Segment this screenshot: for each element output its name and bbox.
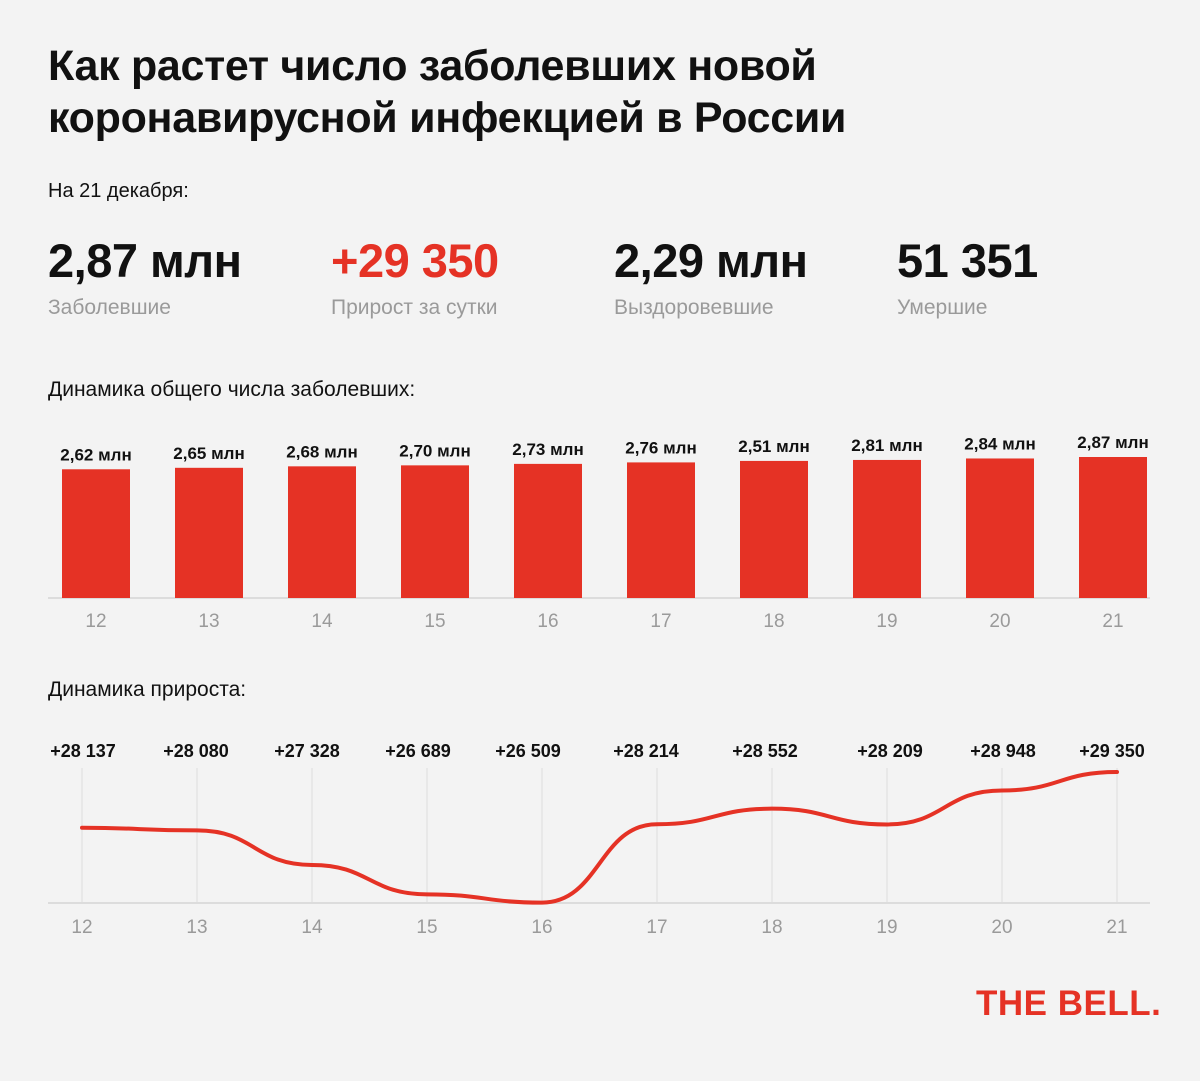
bar-value-label: 2,84 млн <box>964 434 1035 453</box>
stat-label: Заболевшие <box>48 296 171 319</box>
bar <box>514 463 582 598</box>
bar <box>401 465 469 598</box>
stat-daily-increase: +29 350 Прирост за сутки <box>331 232 499 320</box>
x-tick-label: 13 <box>198 611 219 632</box>
x-tick-label: 17 <box>646 917 667 938</box>
page-title: Как растет число заболевших новой корона… <box>48 40 1048 144</box>
point-value-label: +29 350 <box>1079 741 1145 761</box>
bar <box>1079 457 1147 598</box>
bar-value-label: 2,87 млн <box>1077 433 1148 452</box>
stat-recovered: 2,29 млн Выздоровевшие <box>614 232 808 320</box>
x-tick-label: 19 <box>876 611 897 632</box>
x-tick-label: 18 <box>763 611 784 632</box>
x-tick-label: 15 <box>416 917 437 938</box>
brand-logo: THE BELL. <box>976 984 1162 1023</box>
bar-value-label: 2,70 млн <box>399 441 470 460</box>
bar-value-label: 2,68 млн <box>286 442 357 461</box>
stat-label: Прирост за сутки <box>331 296 498 319</box>
stat-label: Выздоровевшие <box>614 296 774 319</box>
x-tick-label: 13 <box>186 917 207 938</box>
bar-value-label: 2,81 млн <box>851 436 922 455</box>
series-line <box>80 770 1119 905</box>
x-tick-label: 18 <box>761 917 782 938</box>
stat-value: 51 351 <box>897 234 1038 287</box>
x-tick-label: 21 <box>1106 917 1127 938</box>
bar-value-label: 2,65 млн <box>173 444 244 463</box>
bar-chart-title: Динамика общего числа заболевших: <box>48 378 416 401</box>
bar <box>62 469 130 598</box>
x-tick-label: 21 <box>1102 611 1123 632</box>
bar-chart: 2,62 млн 12 2,65 млн 13 2,68 млн 14 2,70 млн 15… <box>48 433 1150 632</box>
stats-row: 2,87 млн Заболевшие +29 350 Прирост за с… <box>0 232 1200 332</box>
line-chart: +28 137 12 +28 080 13 +27 328 14 +26 689 15 +26 … <box>48 741 1150 938</box>
bar-value-label: 2,73 млн <box>512 440 583 459</box>
stat-value: 2,87 млн <box>48 234 242 287</box>
x-tick-label: 15 <box>424 611 445 632</box>
point-value-label: +28 137 <box>50 741 116 761</box>
bar <box>175 467 243 598</box>
point-value-label: +26 689 <box>385 741 451 761</box>
point-value-label: +28 080 <box>163 741 229 761</box>
bar-value-label: 2,76 млн <box>625 438 696 457</box>
bar <box>740 460 808 598</box>
x-tick-label: 12 <box>85 611 106 632</box>
bar <box>853 459 921 598</box>
x-tick-label: 19 <box>876 917 897 938</box>
bar <box>288 466 356 598</box>
stat-cases: 2,87 млн Заболевшие <box>48 232 242 320</box>
x-tick-label: 20 <box>989 611 1010 632</box>
point-value-label: +26 509 <box>495 741 561 761</box>
point-value-label: +28 948 <box>970 741 1036 761</box>
bar <box>627 462 695 598</box>
date-note: На 21 декабря: <box>48 180 189 202</box>
stat-value: 2,29 млн <box>614 234 808 287</box>
point-value-label: +28 209 <box>857 741 923 761</box>
x-tick-label: 16 <box>537 611 558 632</box>
x-tick-label: 14 <box>311 611 333 632</box>
x-tick-label: 16 <box>531 917 552 938</box>
point-value-label: +27 328 <box>274 741 340 761</box>
x-tick-label: 14 <box>301 917 323 938</box>
point-value-label: +28 214 <box>613 741 679 761</box>
point-value-label: +28 552 <box>732 741 798 761</box>
bar <box>966 458 1034 598</box>
stat-deaths: 51 351 Умершие <box>897 232 1038 320</box>
x-tick-label: 17 <box>650 611 671 632</box>
title-line: Как растет число заболевших новой <box>48 42 817 90</box>
stat-label: Умершие <box>897 296 988 319</box>
line-chart-title: Динамика прироста: <box>48 678 247 701</box>
bar-value-label: 2,51 млн <box>738 437 809 456</box>
x-tick-label: 20 <box>991 917 1012 938</box>
title-line: коронавирусной инфекцией в России <box>48 94 847 142</box>
x-tick-label: 12 <box>71 917 92 938</box>
bar-value-label: 2,62 млн <box>60 445 131 464</box>
stat-value: +29 350 <box>331 234 499 287</box>
